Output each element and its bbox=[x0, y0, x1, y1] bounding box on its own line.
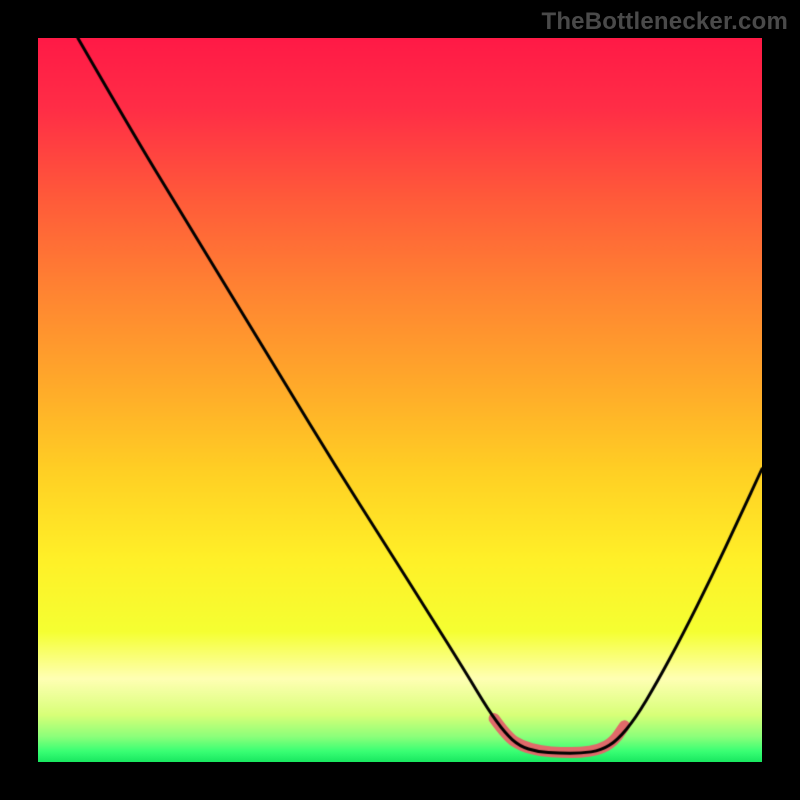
bottleneck-curve bbox=[38, 38, 762, 762]
chart-stage: TheBottlenecker.com bbox=[0, 0, 800, 800]
plot-area bbox=[38, 38, 762, 762]
watermark-text: TheBottlenecker.com bbox=[541, 8, 788, 36]
